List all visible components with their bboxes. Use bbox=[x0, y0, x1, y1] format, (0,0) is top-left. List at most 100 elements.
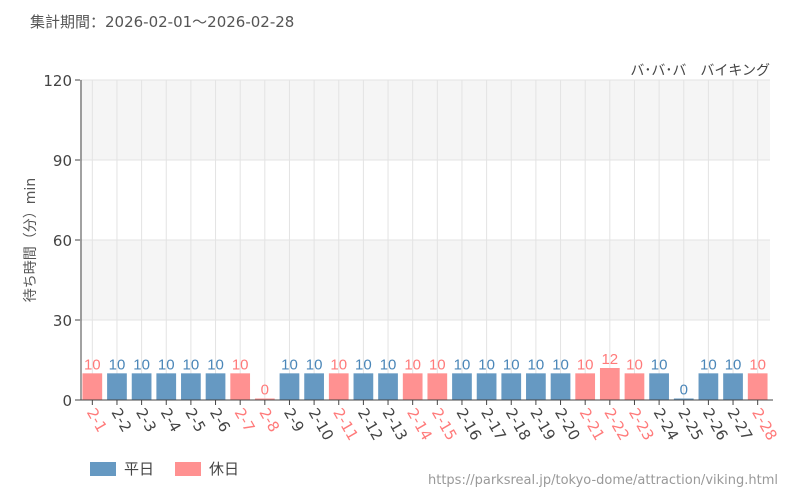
legend-holiday[interactable]: 休日 bbox=[175, 458, 239, 479]
bar bbox=[747, 373, 768, 400]
bar bbox=[353, 373, 374, 400]
data-label: 10 bbox=[330, 356, 347, 373]
bar bbox=[328, 373, 349, 400]
data-label: 10 bbox=[404, 356, 421, 373]
x-tick-label: 2-8 bbox=[255, 405, 283, 435]
attraction-name: バ･バ･バ バイキング bbox=[630, 63, 770, 79]
legend-label-holiday: 休日 bbox=[209, 460, 240, 478]
data-label: 12 bbox=[601, 351, 618, 368]
legend-swatch-weekday bbox=[90, 461, 116, 476]
x-tick-label: 2-17 bbox=[477, 405, 510, 443]
data-label: 10 bbox=[158, 356, 175, 373]
data-label: 10 bbox=[429, 356, 446, 373]
data-label: 10 bbox=[84, 356, 101, 373]
x-tick-label: 2-5 bbox=[181, 405, 209, 435]
bar bbox=[476, 373, 497, 400]
data-label: 10 bbox=[183, 356, 200, 373]
data-label: 10 bbox=[454, 356, 471, 373]
bar bbox=[378, 373, 398, 400]
bar bbox=[550, 373, 571, 400]
data-label: 10 bbox=[109, 356, 126, 373]
legend-label-weekday: 平日 bbox=[124, 460, 155, 478]
bar bbox=[82, 373, 103, 400]
x-tick-label: 2-21 bbox=[576, 405, 609, 443]
x-tick-label: 2-3 bbox=[132, 405, 160, 435]
x-tick-label: 2-11 bbox=[329, 405, 362, 443]
grid-band bbox=[80, 240, 770, 320]
bar bbox=[698, 373, 719, 400]
x-tick-label: 2-18 bbox=[502, 405, 535, 443]
legend-weekday[interactable]: 平日 bbox=[90, 458, 154, 479]
period-label: 集計期間：2026-02-01～2026-02-28 bbox=[30, 13, 295, 31]
data-label: 10 bbox=[700, 356, 717, 373]
source-url[interactable]: https://parksreal.jp/tokyo-dome/attracti… bbox=[428, 473, 778, 488]
data-label: 0 bbox=[261, 382, 269, 399]
bar bbox=[575, 373, 596, 400]
x-tick-label: 2-9 bbox=[280, 405, 308, 435]
y-tick-label: 60 bbox=[53, 232, 72, 250]
x-tick-label: 2-15 bbox=[428, 405, 461, 443]
bar bbox=[501, 373, 522, 400]
y-tick-label: 90 bbox=[53, 152, 72, 170]
data-label: 10 bbox=[281, 356, 298, 373]
x-tick-label: 2-26 bbox=[699, 405, 732, 443]
bar bbox=[723, 373, 743, 400]
bar bbox=[599, 368, 620, 400]
x-tick-label: 2-19 bbox=[526, 405, 559, 443]
data-label: 10 bbox=[306, 356, 323, 373]
data-label: 10 bbox=[133, 356, 150, 373]
data-label: 10 bbox=[651, 356, 668, 373]
x-tick-label: 2-24 bbox=[650, 405, 683, 443]
data-label: 0 bbox=[680, 382, 688, 399]
x-tick-label: 2-6 bbox=[206, 405, 234, 435]
data-label: 10 bbox=[503, 356, 520, 373]
bar bbox=[649, 373, 669, 400]
x-tick-label: 2-16 bbox=[453, 405, 486, 443]
bar bbox=[156, 373, 177, 400]
y-tick-label: 0 bbox=[62, 392, 72, 410]
bar bbox=[279, 373, 300, 400]
x-tick-label: 2-10 bbox=[305, 405, 338, 443]
bar bbox=[452, 373, 472, 400]
y-tick-label: 120 bbox=[43, 72, 72, 90]
bar bbox=[427, 373, 448, 400]
data-label: 10 bbox=[749, 356, 766, 373]
bar bbox=[230, 373, 251, 400]
data-label: 10 bbox=[355, 356, 372, 373]
legend-swatch-holiday bbox=[175, 461, 201, 476]
y-tick-label: 30 bbox=[53, 312, 72, 330]
bar bbox=[107, 373, 127, 400]
data-label: 10 bbox=[577, 356, 594, 373]
bar bbox=[673, 398, 694, 400]
x-tick-label: 2-23 bbox=[625, 405, 658, 443]
bar bbox=[254, 398, 275, 400]
data-label: 10 bbox=[725, 356, 742, 373]
data-label: 10 bbox=[478, 356, 495, 373]
bar bbox=[181, 373, 201, 400]
x-tick-label: 2-14 bbox=[403, 405, 436, 443]
bar bbox=[624, 373, 645, 400]
x-tick-label: 2-4 bbox=[157, 405, 185, 435]
bar bbox=[526, 373, 546, 400]
data-label: 10 bbox=[626, 356, 643, 373]
x-tick-label: 2-25 bbox=[674, 405, 707, 443]
x-tick-label: 2-13 bbox=[379, 405, 412, 443]
bar bbox=[131, 373, 152, 400]
x-tick-label: 2-20 bbox=[551, 405, 584, 443]
x-tick-label: 2-1 bbox=[83, 405, 111, 435]
x-tick-label: 2-27 bbox=[724, 405, 757, 443]
x-tick-label: 2-22 bbox=[600, 405, 633, 443]
x-tick-label: 2-2 bbox=[108, 405, 136, 435]
bar bbox=[304, 373, 324, 400]
bar bbox=[205, 373, 226, 400]
data-label: 10 bbox=[232, 356, 249, 373]
data-label: 10 bbox=[528, 356, 545, 373]
grid-band bbox=[80, 80, 770, 160]
bar bbox=[402, 373, 423, 400]
x-tick-label: 2-28 bbox=[748, 405, 781, 443]
data-label: 10 bbox=[552, 356, 569, 373]
data-label: 10 bbox=[380, 356, 397, 373]
data-label: 10 bbox=[207, 356, 224, 373]
